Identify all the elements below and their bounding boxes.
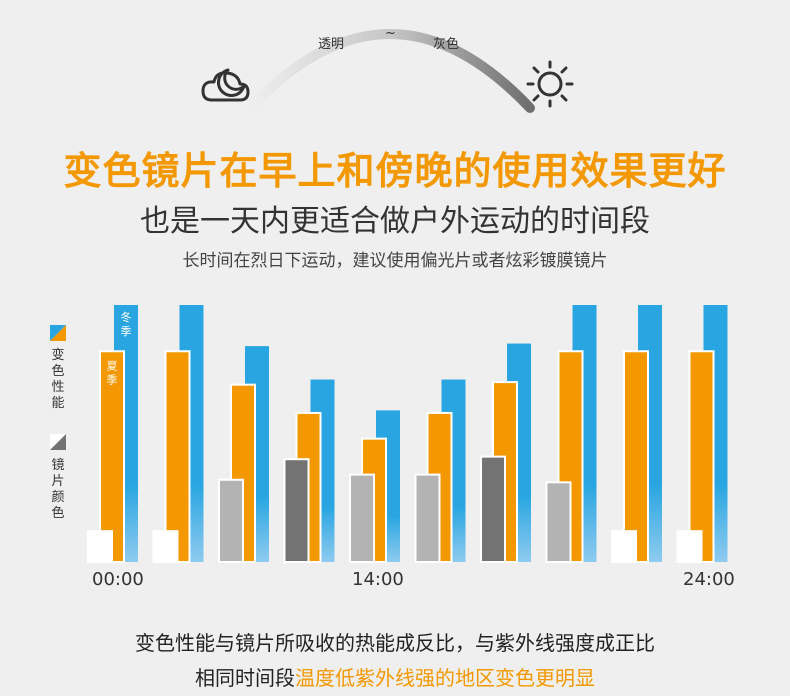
summer-bar [230,383,256,564]
page-subtitle: 也是一天内更适合做户外运动的时间段 [140,204,650,239]
summer-series-label: 夏季 [107,359,118,386]
footer-line-1: 变色性能与镜片所吸收的热能成反比，与紫外线强度成正比 [135,631,655,655]
usage-tip: 长时间在烈日下运动，建议使用偏光片或者炫彩镀膜镜片 [182,251,608,271]
winter-bar [310,379,335,562]
summer-bar [99,350,125,564]
x-tick-mid: 14:00 [352,569,404,590]
winter-bar [376,410,400,562]
lens-color-bar [218,478,244,564]
lens-color-bar [480,455,506,564]
page-title: 变色镜片在早上和傍晚的使用效果更好 [63,149,727,193]
lens-color-bar [611,530,637,563]
summer-bar [492,381,518,563]
arc-label-tilde: ~ [385,26,396,41]
legend-lens-color-label: 镜片颜色 [51,458,65,521]
footer-line-2-prefix: 相同时间段 [195,666,295,690]
winter-bar [572,305,597,562]
footer-line-2: 相同时间段温度低紫外线强的地区变色更明显 [0,662,790,691]
winter-bar [507,343,531,562]
lens-color-bar [152,530,179,563]
lens-color-bar [414,473,441,563]
winter-bar [245,346,269,562]
summer-bar [361,437,387,564]
performance-legend-icon [50,325,66,341]
winter-bar [441,379,466,562]
lens-color-bar [283,458,310,564]
summer-bar [164,350,191,564]
summer-bar [623,350,649,564]
summer-bar [688,350,715,564]
lens-color-bar [676,530,703,563]
arc-label-gray: 灰色 [433,37,460,52]
summer-bar [426,411,453,563]
winter-bar [703,305,728,562]
lens-color-bar [87,530,113,563]
footer-line-2-highlight: 温度低紫外线强的地区变色更明显 [295,666,595,690]
legend-performance-label: 变色性能 [51,348,65,411]
transition-arc-graphic [201,29,574,113]
gradient-arc [245,29,535,113]
lens-color-bar [545,481,572,563]
lens-color-legend-icon [50,434,66,450]
arc-label-transparent: 透明 [318,37,345,52]
summer-bar [295,411,322,563]
x-tick-end: 24:00 [683,569,735,590]
sun-icon [526,60,574,108]
winter-bar [638,305,662,562]
lens-color-bar [349,473,375,563]
summer-bar [557,350,584,564]
moon-cloud-icon [201,68,250,102]
winter-bar [179,305,204,562]
winter-series-label: 冬季 [121,310,132,338]
winter-bar [114,305,138,562]
x-tick-start: 00:00 [92,569,144,590]
